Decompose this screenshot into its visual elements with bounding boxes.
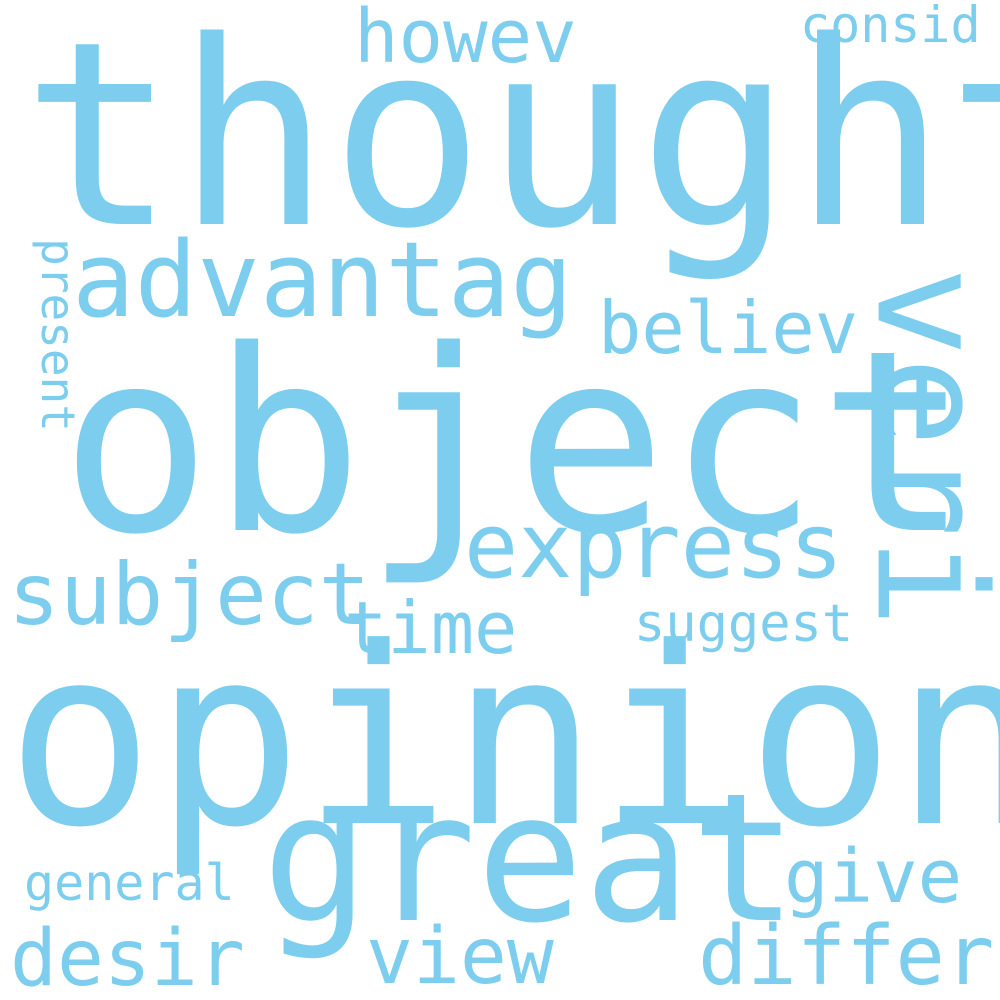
word-express: express — [464, 494, 844, 599]
word-veri: veri — [842, 266, 1000, 628]
word-opinion: opinion — [6, 596, 1000, 882]
word-general: general — [24, 854, 235, 912]
word-desir: desir — [10, 914, 245, 1000]
word-thought: thought — [22, 0, 1000, 285]
word-great: great — [262, 755, 798, 962]
word-subject: subject — [8, 545, 371, 645]
word-give: give — [784, 834, 963, 920]
word-advantag: advantag — [72, 219, 573, 341]
word-object: object — [60, 297, 971, 590]
word-suggest: suggest — [634, 594, 854, 654]
word-view: view — [366, 912, 554, 1000]
word-consid: consid — [800, 0, 981, 54]
word-believ: believ — [598, 286, 859, 370]
word-time: time — [344, 586, 518, 670]
word-howev: howev — [354, 0, 577, 80]
word-present: present — [30, 238, 85, 432]
word-differ: differ — [698, 909, 995, 1000]
